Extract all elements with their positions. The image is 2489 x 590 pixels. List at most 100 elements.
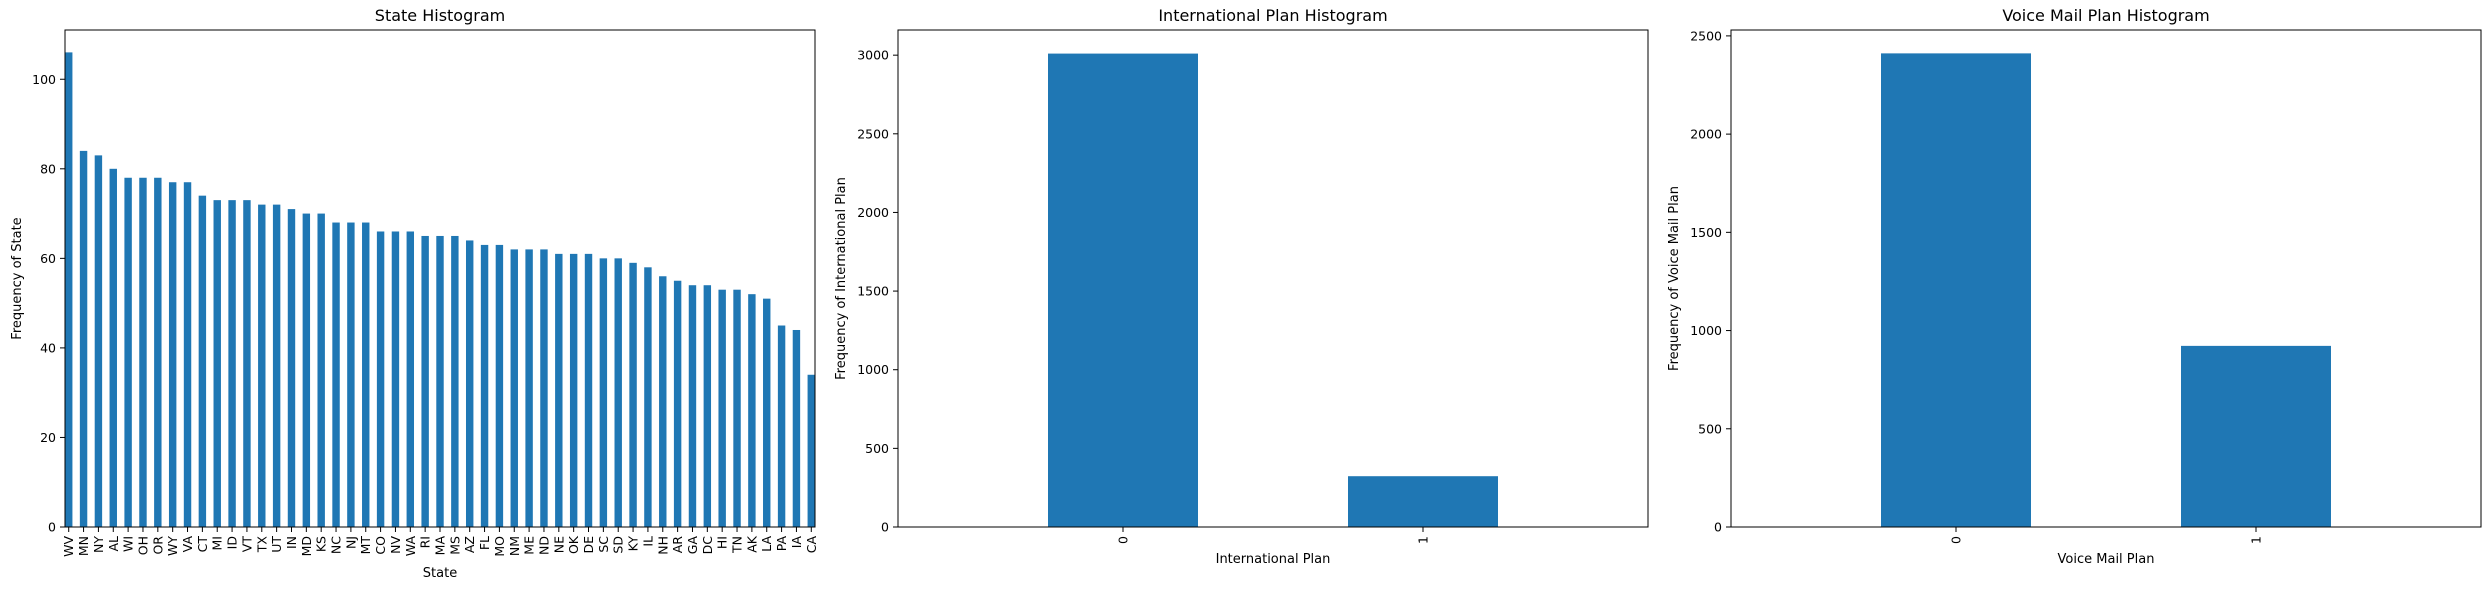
x-tick-label-OK: OK xyxy=(566,535,581,554)
bar-0 xyxy=(1048,53,1198,528)
y-tick-label: 40 xyxy=(40,340,56,355)
bar-KS xyxy=(317,213,325,527)
bar-IN xyxy=(287,209,296,527)
bar-ME xyxy=(525,249,533,527)
x-tick-label-FL: FL xyxy=(477,536,492,550)
x-tick-label-KY: KY xyxy=(626,536,641,552)
bar-TN xyxy=(733,289,741,527)
x-tick-label-UT: UT xyxy=(269,536,284,553)
x-tick-label-MI: MI xyxy=(210,536,225,550)
y-tick-label: 500 xyxy=(1698,421,1722,436)
bar-DC xyxy=(703,285,712,527)
x-tick-label-MT: MT xyxy=(358,536,373,555)
y-tick-label: 80 xyxy=(40,161,56,176)
bar-AK xyxy=(748,294,756,527)
bar-MI xyxy=(213,200,221,527)
x-tick-label-0: 0 xyxy=(1949,536,1964,544)
x-tick-label-NC: NC xyxy=(329,536,344,554)
bar-IL xyxy=(644,267,652,527)
bar-MO xyxy=(495,244,504,527)
bar-OK xyxy=(569,253,578,527)
y-tick-label: 2000 xyxy=(1690,127,1722,142)
bar-AL xyxy=(109,168,117,527)
bar-DE xyxy=(584,253,593,527)
y-tick-label: 1500 xyxy=(857,284,889,299)
chart-voice-mail-plan: 0 500 1000 1500 2000 2500 0 1 Voice Mail Plan Hi… xyxy=(1667,6,2482,567)
y-tick-label: 2500 xyxy=(1690,28,1722,43)
bar-OR xyxy=(154,177,162,527)
y-tick-label: 1500 xyxy=(1690,225,1722,240)
x-tick-label-MO: MO xyxy=(492,536,507,557)
bar-WV xyxy=(65,52,73,527)
bar-NE xyxy=(555,253,563,527)
x-tick-label-NE: NE xyxy=(551,536,566,553)
y-tick-label: 0 xyxy=(48,520,56,535)
bar-OH xyxy=(139,177,147,527)
bar-WA xyxy=(406,231,415,527)
bar-WY xyxy=(168,182,177,527)
x-tick-label-0: 0 xyxy=(1116,536,1131,544)
x-tick-label-NH: NH xyxy=(655,536,670,555)
bar-GA xyxy=(688,285,697,527)
x-tick-label-IL: IL xyxy=(640,536,655,547)
bar-CO xyxy=(376,231,385,527)
x-tick-label-OR: OR xyxy=(150,536,165,555)
bar-VT xyxy=(243,200,251,527)
x-tick-label-NY: NY xyxy=(91,536,106,553)
axes-frame xyxy=(1730,29,2482,528)
x-tick-label-RI: RI xyxy=(418,536,433,548)
bar-NY xyxy=(94,155,103,527)
bar-UT xyxy=(272,204,281,527)
bar-MS xyxy=(451,235,459,527)
bar-WI xyxy=(124,177,132,527)
x-tick-label-IN: IN xyxy=(284,536,299,549)
x-tick-label-MA: MA xyxy=(433,536,448,556)
y-tick-label: 1000 xyxy=(857,362,889,377)
y-tick-label: 2000 xyxy=(857,205,889,220)
bar-ND xyxy=(540,249,548,527)
bar-MN xyxy=(79,150,88,527)
chart-title: International Plan Histogram xyxy=(1158,6,1387,25)
x-tick-label-DC: DC xyxy=(700,536,715,555)
x-tick-label-MN: MN xyxy=(76,536,91,556)
bar-MT xyxy=(362,222,370,527)
bar-NM xyxy=(510,249,518,527)
x-tick-label-ME: ME xyxy=(522,536,537,555)
bar-HI xyxy=(718,289,726,527)
bar-ID xyxy=(228,200,236,527)
bar-1 xyxy=(2181,345,2331,527)
chart-international-plan: 0 500 1000 1500 2000 2500 3000 0 1 International … xyxy=(834,6,1649,567)
x-tick-label-CO: CO xyxy=(373,536,388,555)
x-tick-label-ND: ND xyxy=(536,536,551,555)
bar-NV xyxy=(391,231,400,527)
bar-MD xyxy=(302,213,311,527)
x-tick-label-1: 1 xyxy=(1416,536,1431,544)
x-tick-label-NV: NV xyxy=(388,536,403,554)
x-tick-label-TN: TN xyxy=(730,536,745,554)
x-tick-label-KS: KS xyxy=(314,536,329,552)
x-tick-label-CT: CT xyxy=(195,536,210,553)
x-axis-label: Voice Mail Plan xyxy=(2058,552,2155,567)
x-tick-label-ID: ID xyxy=(225,536,240,549)
x-tick-label-AL: AL xyxy=(106,536,121,552)
bar-AR xyxy=(673,280,682,527)
bar-RI xyxy=(421,235,429,527)
x-tick-label-GA: GA xyxy=(685,536,700,555)
x-tick-label-SD: SD xyxy=(611,536,626,554)
y-tick-label: 1000 xyxy=(1690,323,1722,338)
x-tick-label-CA: CA xyxy=(804,536,819,554)
x-tick-label-SC: SC xyxy=(596,536,611,553)
x-tick-label-IA: IA xyxy=(789,536,804,549)
y-tick-label: 0 xyxy=(881,520,889,535)
bar-NC xyxy=(332,222,340,527)
bar-CA xyxy=(807,374,815,527)
bar-PA xyxy=(777,325,786,527)
chart-state: 0 20 40 60 80 100 WV MN NY AL WI OH OR WY VA CT MI ID VT TX… xyxy=(10,6,819,581)
y-axis-label: Frequency of International Plan xyxy=(834,177,849,380)
bar-IA xyxy=(792,329,801,527)
y-tick-label: 20 xyxy=(40,430,56,445)
bar-CT xyxy=(198,195,207,527)
x-tick-label-NJ: NJ xyxy=(343,536,358,549)
x-tick-label-PA: PA xyxy=(774,536,789,552)
bar-NJ xyxy=(347,222,355,527)
